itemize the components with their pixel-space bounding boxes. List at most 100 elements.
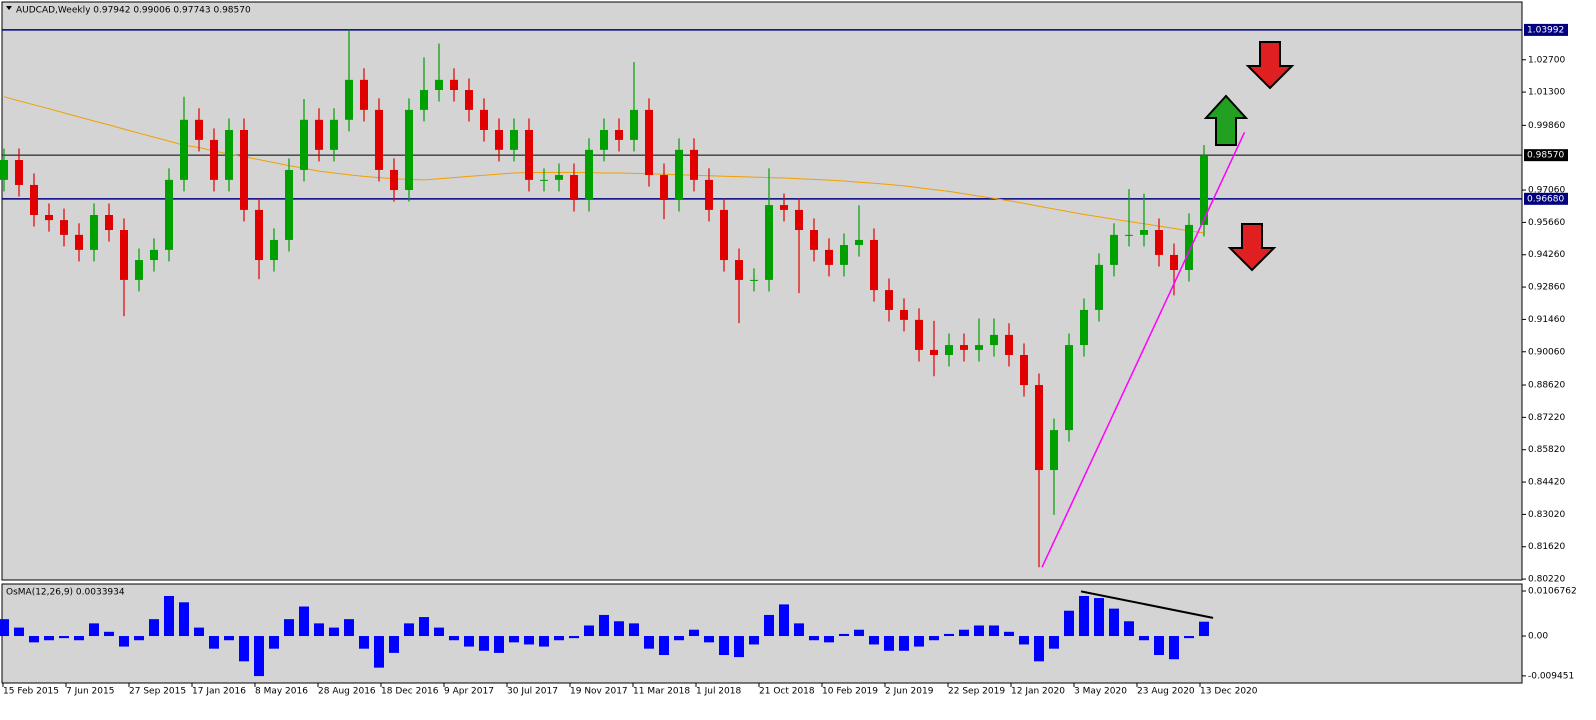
osma-bar (1004, 631, 1014, 637)
osma-bar (89, 623, 99, 637)
down-arrow (1227, 223, 1277, 272)
x-tick-label: 12 Jan 2020 (1011, 687, 1065, 697)
osma-bar (629, 623, 639, 637)
x-tick-label: 15 Feb 2015 (3, 687, 59, 697)
osma-bar (374, 636, 384, 668)
osma-bar (1199, 621, 1209, 637)
x-tick-label: 13 Dec 2020 (1200, 687, 1258, 697)
candle-body (420, 90, 428, 110)
candle-body (540, 179, 548, 181)
candle-body (705, 179, 713, 210)
candle-body (615, 129, 623, 140)
osma-bar (749, 636, 759, 645)
candle-body (495, 129, 503, 150)
osma-bar (959, 629, 969, 637)
osma-bar (269, 636, 279, 649)
candle-body (1020, 354, 1028, 386)
osma-bar (389, 636, 399, 653)
osma-bar (914, 636, 924, 647)
candle-body (435, 79, 443, 91)
candle-body (330, 119, 338, 150)
osma-bar (314, 623, 324, 637)
candle-body (855, 239, 863, 246)
x-tick-label: 11 Mar 2018 (633, 687, 690, 697)
candle-body (1140, 230, 1148, 235)
osma-bar (434, 627, 444, 637)
candle-body (240, 129, 248, 210)
osma-bar (884, 636, 894, 651)
x-tick-label: 10 Feb 2019 (822, 687, 878, 697)
candle-body (120, 230, 128, 280)
x-tick-label: 9 Apr 2017 (444, 687, 494, 697)
candle-body (15, 160, 23, 185)
candle-body (1005, 334, 1013, 355)
osma-bar (149, 619, 159, 637)
osma-bar (464, 636, 474, 647)
osma-bar (74, 636, 84, 641)
candle-body (195, 119, 203, 140)
osma-bar (179, 602, 189, 637)
osma-title: OsMA(12,26,9) 0.0033934 (6, 588, 125, 598)
plot-layer: 1.02700 1.01300 0.99860 0.97060 0.95660 0.942… (0, 23, 1577, 697)
y-tick-label: 0.80220 (1528, 575, 1565, 585)
osma-bar (404, 623, 414, 637)
candle-body (75, 234, 83, 250)
candle-body (600, 129, 608, 150)
osma-bar (809, 636, 819, 641)
y-tick-label: 0.85820 (1528, 445, 1565, 455)
osma-bar (1049, 636, 1059, 649)
osma-bar (1169, 636, 1179, 660)
osma-bar (104, 631, 114, 637)
candle-body (840, 245, 848, 265)
candle-body (1125, 234, 1133, 236)
osma-bar (494, 636, 504, 653)
y-tick-label: 1.01300 (1528, 88, 1565, 98)
osma-bar (194, 627, 204, 637)
osma-panel (1, 583, 1523, 684)
osma-bar (29, 636, 39, 643)
y-tick-label: 1.02700 (1528, 55, 1565, 65)
y-tick-label: 0.83020 (1528, 510, 1565, 520)
x-tick-label: 7 Jun 2015 (66, 687, 114, 697)
candle-body (885, 290, 893, 310)
y-tick-label: 0.81620 (1528, 542, 1565, 552)
osma-bar (449, 636, 459, 641)
osma-bar (929, 636, 939, 641)
candle-body (750, 279, 758, 281)
candle-body (0, 160, 8, 180)
x-tick-label: 8 May 2016 (255, 687, 308, 697)
osma-bar (254, 636, 264, 677)
candle-body (90, 214, 98, 250)
osma-bar (734, 636, 744, 658)
osma-bar (674, 636, 684, 641)
candle-body (315, 119, 323, 150)
candle-body (510, 129, 518, 150)
candle-body (765, 205, 773, 280)
candle-body (450, 79, 458, 91)
osma-bar (869, 636, 879, 645)
osma-bar (989, 625, 999, 637)
candle-body (1080, 309, 1088, 346)
level-label-box (1524, 23, 1568, 36)
osma-bar (0, 619, 9, 637)
osma-bar (344, 619, 354, 637)
osma-bar (854, 629, 864, 637)
osma-bar (1109, 608, 1119, 637)
osma-bar (1079, 595, 1089, 637)
candle-body (405, 109, 413, 191)
candle-body (690, 149, 698, 180)
osma-bar (239, 636, 249, 662)
x-tick-label: 18 Dec 2016 (381, 687, 439, 697)
osma-tick-label: -0.009451 (1528, 671, 1574, 681)
osma-bar (599, 614, 609, 637)
candle-body (1110, 234, 1118, 265)
osma-bar (509, 636, 519, 643)
candle-body (270, 239, 278, 261)
osma-bar (779, 604, 789, 637)
candle-body (795, 209, 803, 231)
y-tick-label: 0.94260 (1528, 250, 1565, 260)
x-tick-label: 30 Jul 2017 (507, 687, 558, 697)
candle-body (480, 109, 488, 130)
